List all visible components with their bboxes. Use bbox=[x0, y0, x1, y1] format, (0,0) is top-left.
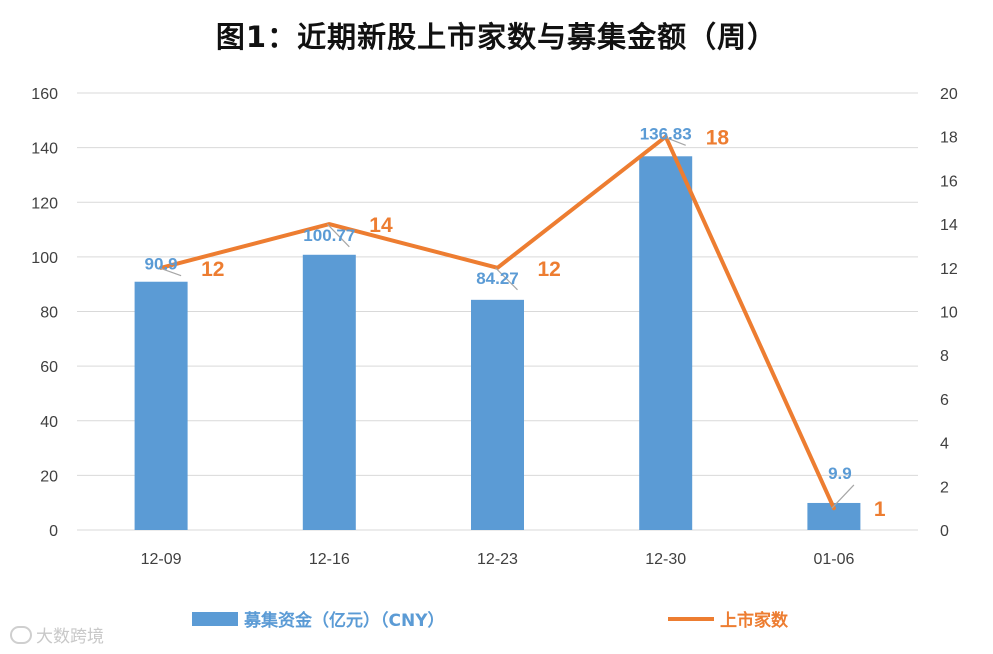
y-left-tick-label: 100 bbox=[31, 250, 58, 267]
y-left-tick-label: 60 bbox=[40, 359, 58, 376]
x-tick-label: 01-06 bbox=[813, 551, 854, 568]
y-left-tick-label: 40 bbox=[40, 414, 58, 431]
y-left-tick-label: 120 bbox=[31, 195, 58, 212]
bar bbox=[134, 281, 188, 530]
watermark: 大数跨境 bbox=[10, 622, 104, 647]
legend-item-bar: 募集资金（亿元）（CNY） bbox=[192, 606, 445, 631]
watermark-text: 大数跨境 bbox=[36, 627, 104, 647]
x-tick-label: 12-23 bbox=[477, 551, 518, 568]
line-data-label: 14 bbox=[369, 214, 393, 237]
y-left-tick-label: 20 bbox=[40, 468, 58, 485]
y-right-tick-label: 16 bbox=[940, 173, 958, 190]
bar-data-label: 136.83 bbox=[640, 124, 692, 143]
y-right-tick-label: 8 bbox=[940, 348, 949, 365]
bar-data-label: 84.27 bbox=[476, 269, 519, 288]
series-line bbox=[159, 134, 836, 511]
bar-label-leader bbox=[831, 484, 855, 509]
bar bbox=[471, 299, 524, 530]
bar bbox=[639, 156, 693, 530]
bar-data-label: 100.77 bbox=[303, 226, 355, 245]
legend: 募集资金（亿元）（CNY） 上市家数 bbox=[0, 606, 993, 636]
line-data-label: 12 bbox=[538, 258, 561, 281]
legend-bar-swatch bbox=[192, 611, 238, 626]
y-right-tick-label: 14 bbox=[940, 217, 958, 234]
bar-label-leader bbox=[495, 267, 518, 291]
bar bbox=[302, 254, 356, 530]
legend-item-line: 上市家数 bbox=[668, 606, 788, 631]
y-right-tick-label: 12 bbox=[940, 261, 958, 278]
y-right-tick-label: 6 bbox=[940, 392, 949, 409]
y-right-tick-label: 2 bbox=[940, 479, 949, 496]
bar-label-leader bbox=[326, 223, 350, 248]
line-data-label: 12 bbox=[201, 258, 224, 281]
bar-data-label: 90.9 bbox=[145, 255, 178, 274]
legend-line-label: 上市家数 bbox=[720, 611, 788, 631]
legend-line-swatch bbox=[668, 616, 714, 621]
legend-bar-label: 募集资金（亿元）（CNY） bbox=[244, 611, 445, 631]
x-tick-label: 12-30 bbox=[645, 551, 686, 568]
y-left-tick-label: 160 bbox=[31, 86, 58, 103]
x-tick-label: 12-09 bbox=[141, 551, 182, 568]
y-right-tick-label: 18 bbox=[940, 130, 958, 147]
line-data-label: 18 bbox=[706, 127, 730, 150]
y-right-tick-label: 4 bbox=[940, 436, 949, 453]
bar-data-label: 9.9 bbox=[828, 464, 852, 483]
y-left-tick-label: 140 bbox=[31, 141, 58, 158]
chart-title: 图1：近期新股上市家数与募集金额（周） bbox=[215, 20, 778, 54]
watermark-logo-icon bbox=[10, 625, 32, 644]
y-left-tick-label: 80 bbox=[40, 305, 58, 322]
bar-label-leader bbox=[158, 267, 182, 277]
y-right-tick-label: 20 bbox=[940, 86, 958, 103]
chart-svg: 0 20 40 60 80 100 120 140 160 0 2 4 6 8 10 12 14 16 18 20 12… bbox=[31, 86, 958, 568]
y-left-tick-label: 0 bbox=[49, 523, 58, 540]
y-right-tick-label: 0 bbox=[940, 523, 949, 540]
x-tick-label: 12-16 bbox=[309, 551, 350, 568]
y-right-tick-label: 10 bbox=[940, 305, 958, 322]
line-data-label: 1 bbox=[874, 498, 886, 521]
bar-label-leader bbox=[663, 136, 686, 146]
